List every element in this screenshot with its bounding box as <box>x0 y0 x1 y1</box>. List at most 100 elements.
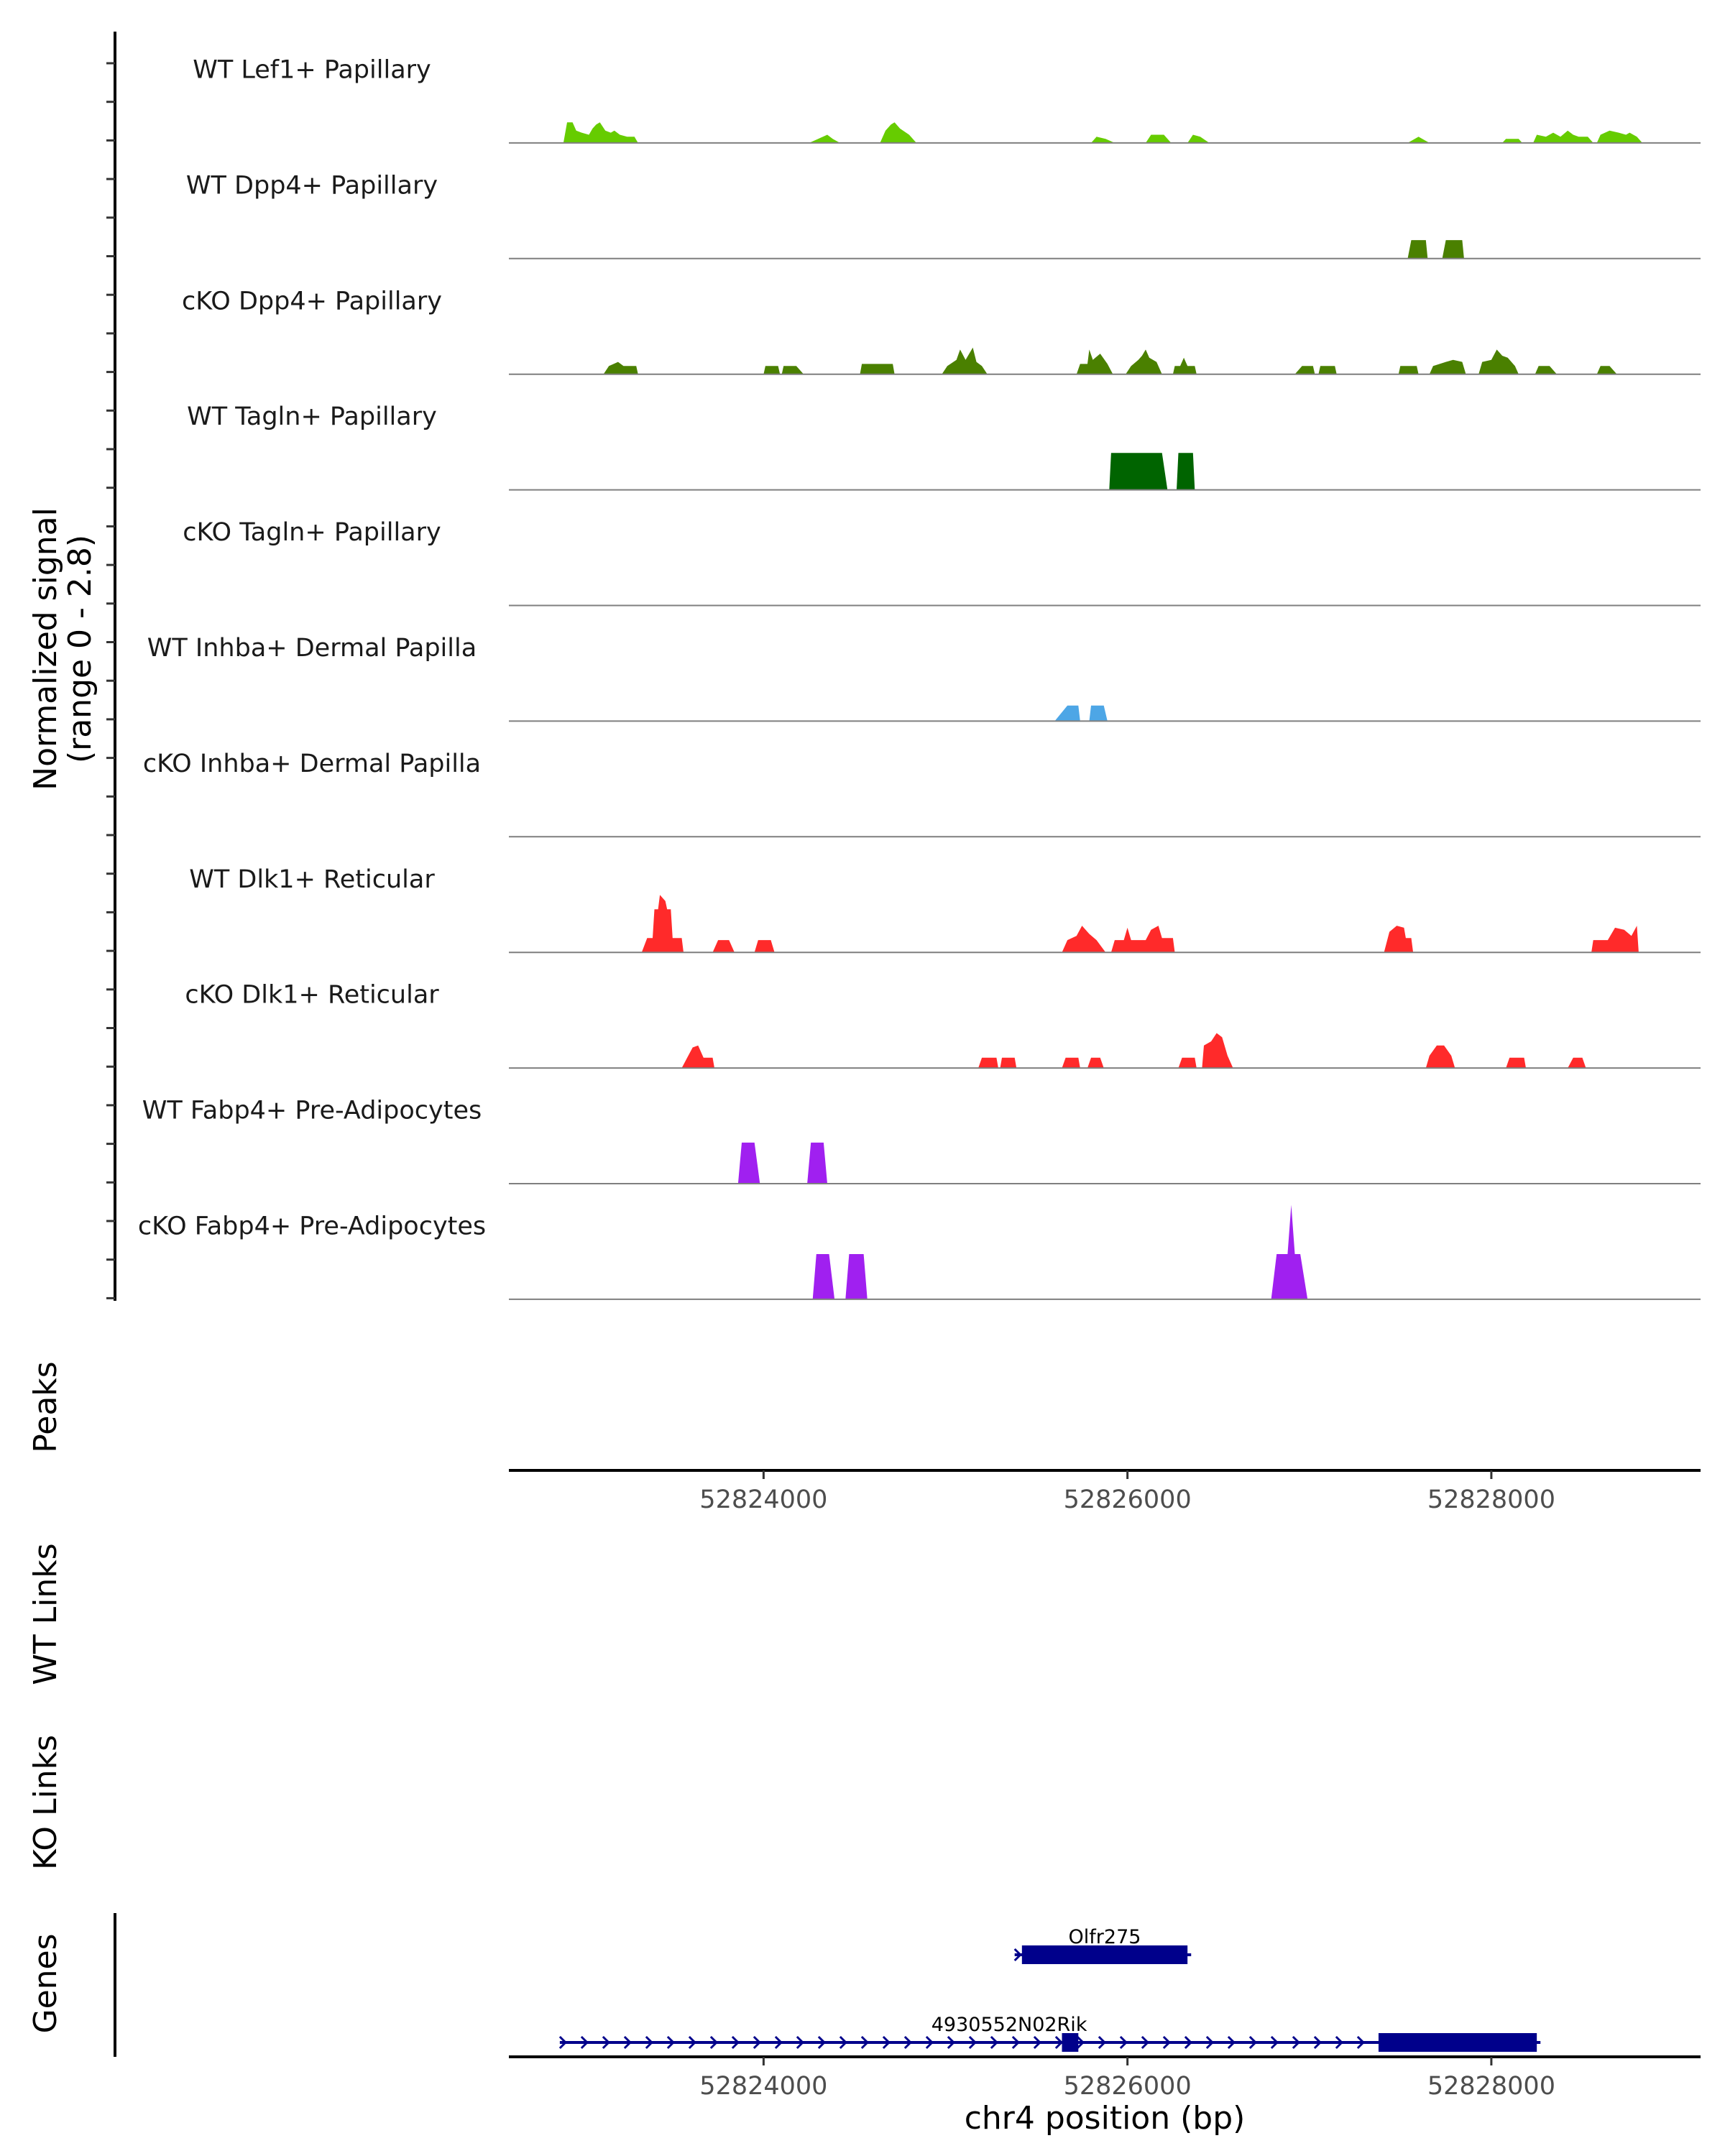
coverage-peak <box>681 1045 714 1069</box>
x-tick-label: 52824000 <box>699 2072 827 2101</box>
strand-arrow <box>1335 2035 1343 2050</box>
wt-links-label: WT Links <box>27 1543 64 1685</box>
strand-arrow <box>580 2035 589 2050</box>
coverage-peak <box>1146 134 1172 143</box>
peaks-x-ticks: 52824000 52826000 52828000 <box>699 1470 1555 1514</box>
strand-arrow <box>1098 2035 1106 2050</box>
coverage-peak <box>1202 1033 1233 1069</box>
peaks-label: Peaks <box>27 1361 64 1452</box>
x-tick-label: 52826000 <box>1064 1485 1192 1514</box>
strand-arrow <box>645 2035 653 2050</box>
gene-annotations: Olfr275 4930552N02Rik <box>558 1926 1541 2052</box>
genes-x-ticks: 52824000 52826000 52828000 <box>699 2057 1555 2101</box>
coverage-peak <box>1076 349 1113 374</box>
coverage-tracks: WT Lef1+ Papillary WT Dpp4+ Papillary cKO … <box>138 55 1701 1300</box>
strand-arrow <box>602 2035 610 2050</box>
strand-arrow <box>1184 2035 1192 2050</box>
ko-links-label: KO Links <box>27 1735 64 1870</box>
strand-arrow <box>1013 1948 1022 1962</box>
coverage-peak <box>712 940 735 953</box>
strand-arrow <box>860 2035 869 2050</box>
strand-arrow <box>947 2035 955 2050</box>
strand-arrow <box>1227 2035 1236 2050</box>
coverage-peak <box>1568 1057 1586 1069</box>
coverage-peak <box>641 895 684 953</box>
track-cko-fabp4-pre-adipocytes: cKO Fabp4+ Pre-Adipocytes <box>138 1204 1701 1300</box>
coverage-peak <box>860 364 895 374</box>
track-label: cKO Tagln+ Papillary <box>183 518 441 547</box>
coverage-peak <box>942 347 988 374</box>
coverage-peak <box>1109 453 1168 490</box>
track-wt-fabp4-pre-adipocytes: WT Fabp4+ Pre-Adipocytes <box>142 1097 1701 1184</box>
coverage-peak <box>1478 349 1519 374</box>
track-wt-dpp4-papillary: WT Dpp4+ Papillary <box>186 171 1701 259</box>
coverage-peak <box>1126 349 1162 374</box>
strand-arrow <box>968 2035 977 2050</box>
track-cko-dpp4-papillary: cKO Dpp4+ Papillary <box>182 287 1701 375</box>
coverage-peak <box>1087 1057 1104 1069</box>
strand-arrow <box>839 2035 847 2050</box>
x-tick-label: 52824000 <box>699 1485 827 1514</box>
x-tick-label: 52826000 <box>1064 2072 1192 2101</box>
strand-arrow <box>731 2035 740 2050</box>
strand-arrow <box>558 2035 567 2050</box>
x-tick-label: 52828000 <box>1427 1485 1555 1514</box>
coverage-peak <box>754 940 775 953</box>
track-label: WT Fabp4+ Pre-Adipocytes <box>142 1097 482 1125</box>
strand-arrow <box>774 2035 783 2050</box>
track-wt-lef1-papillary: WT Lef1+ Papillary <box>193 55 1701 144</box>
coverage-peak <box>1442 240 1464 259</box>
coverage-peak <box>1502 139 1522 143</box>
strand-arrow <box>903 2035 912 2050</box>
track-wt-inhba-dermal-papilla: WT Inhba+ Dermal Papilla <box>147 634 1701 722</box>
coverage-peak <box>807 1142 827 1184</box>
coverage-peak <box>1091 137 1115 143</box>
track-label: cKO Inhba+ Dermal Papilla <box>143 750 481 778</box>
track-wt-dlk1-reticular: WT Dlk1+ Reticular <box>189 865 1701 954</box>
coverage-peak <box>1062 926 1106 953</box>
coverage-peak <box>978 1057 998 1069</box>
strand-arrow <box>1033 2035 1041 2050</box>
coverage-peak <box>763 366 781 374</box>
coverage-peak <box>1407 240 1428 259</box>
coverage-peak <box>1591 926 1639 953</box>
coverage-peak <box>1318 366 1337 374</box>
strand-arrow <box>1119 2035 1128 2050</box>
coverage-peak <box>1271 1204 1308 1299</box>
coverage-peak <box>1177 453 1195 490</box>
track-label: cKO Dlk1+ Reticular <box>185 981 439 1010</box>
strand-arrow <box>990 2035 998 2050</box>
track-cko-inhba-dermal-papilla: cKO Inhba+ Dermal Papilla <box>143 750 1701 838</box>
strand-arrow <box>688 2035 696 2050</box>
coverage-peak <box>1294 366 1315 374</box>
gene-exon <box>1062 2033 1079 2052</box>
x-axis-title: chr4 position (bp) <box>965 2100 1246 2137</box>
coverage-peak <box>1398 366 1419 374</box>
strand-arrow <box>623 2035 632 2050</box>
coverage-peak <box>1425 1045 1455 1069</box>
gene-exon <box>1378 2033 1537 2052</box>
gene-label: 4930552N02Rik <box>932 2014 1087 2036</box>
coverage-peak <box>1533 130 1593 143</box>
strand-arrow <box>1270 2035 1279 2050</box>
coverage-ylabel: Normalized signal <box>27 507 64 791</box>
coverage-peak <box>603 361 638 374</box>
coverage-peak <box>563 122 638 143</box>
track-label: WT Dpp4+ Papillary <box>186 171 438 200</box>
strand-arrow <box>1076 2035 1085 2050</box>
gene-exon <box>1021 1945 1188 1964</box>
coverage-peak <box>1172 357 1197 374</box>
coverage-peak <box>737 1142 760 1184</box>
track-cko-dlk1-reticular: cKO Dlk1+ Reticular <box>185 981 1701 1069</box>
coverage-peak <box>1054 705 1080 722</box>
strand-arrow <box>1162 2035 1171 2050</box>
genes-label: Genes <box>27 1933 64 2033</box>
track-label: WT Lef1+ Papillary <box>193 55 431 84</box>
strand-arrow <box>1248 2035 1257 2050</box>
strand-arrow <box>925 2035 934 2050</box>
x-tick-label: 52828000 <box>1427 2072 1555 2101</box>
strand-arrow <box>1313 2035 1322 2050</box>
coverage-peak <box>1407 137 1430 143</box>
track-label: WT Tagln+ Papillary <box>187 402 437 431</box>
coverage-peak <box>1187 134 1210 143</box>
